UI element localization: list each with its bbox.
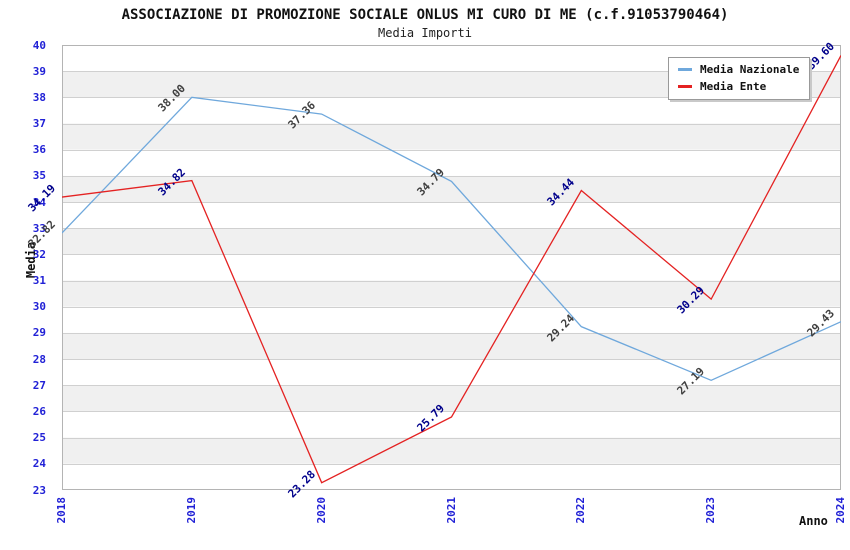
x-tick-label: 2024 [834,497,847,524]
band [62,306,841,333]
y-tick-label: 27 [32,378,46,392]
y-tick-label: 32 [32,247,46,261]
band [62,123,841,150]
plot-svg [62,45,841,490]
y-tick-label: 25 [32,431,46,445]
y-tick-label: 31 [32,274,46,288]
y-tick-label: 23 [32,483,46,497]
series-line-ente [62,55,841,484]
x-tick-label: 2022 [574,497,588,524]
band [62,437,841,464]
legend-label-media-nazionale: Media Nazionale [700,63,800,76]
legend: Media Nazionale Media Ente [668,57,811,100]
legend-swatch-media-ente [678,85,692,88]
y-tick-label: 28 [32,352,46,366]
y-tick-label: 30 [32,300,46,314]
band [62,463,841,490]
x-tick-label: 2021 [444,497,458,524]
band [62,411,841,438]
x-tick-label: 2020 [314,497,328,524]
y-tick-label: 38 [32,90,46,104]
y-tick-label: 36 [32,143,46,157]
band [62,385,841,412]
y-tick-label: 40 [32,38,46,52]
band [62,97,841,124]
y-tick-label: 26 [32,404,46,418]
legend-label-media-ente: Media Ente [700,80,767,93]
band [62,254,841,281]
x-tick-label: 2023 [704,497,718,524]
y-tick-label: 33 [32,221,46,235]
chart-subtitle: Media Importi [378,26,472,40]
band [62,359,841,386]
plot-area [62,45,841,490]
band [62,228,841,255]
plot-border [62,45,841,490]
x-axis-title: Anno [799,514,828,528]
band [62,332,841,360]
band [62,280,841,307]
y-tick-label: 37 [32,117,46,131]
band [62,202,841,229]
legend-swatch-media-nazionale [678,68,692,71]
y-tick-label: 39 [32,64,46,78]
legend-item-media-nazionale: Media Nazionale [678,63,799,76]
y-tick-label: 29 [32,326,46,340]
band [62,149,841,176]
legend-item-media-ente: Media Ente [678,80,799,93]
chart-title: ASSOCIAZIONE DI PROMOZIONE SOCIALE ONLUS… [121,7,729,23]
y-tick-label: 35 [32,169,46,183]
series-line-nazionale [62,96,841,382]
y-tick-label: 24 [32,457,46,471]
x-tick-label: 2019 [184,497,198,524]
x-tick-label: 2018 [55,497,68,524]
y-tick-label: 34 [32,195,46,209]
